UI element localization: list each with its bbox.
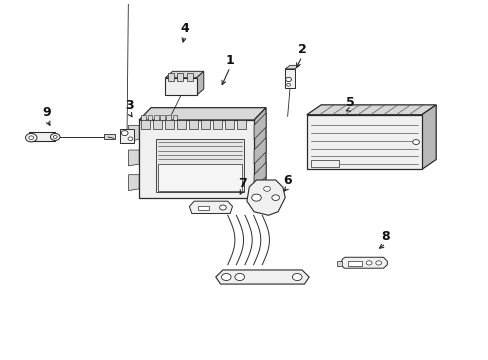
Polygon shape xyxy=(285,66,299,69)
Polygon shape xyxy=(139,108,265,120)
Text: 8: 8 xyxy=(381,230,389,243)
Bar xyxy=(120,129,134,143)
Bar xyxy=(336,261,342,266)
Bar xyxy=(213,120,222,129)
Bar xyxy=(139,120,254,198)
Bar xyxy=(160,115,164,120)
Polygon shape xyxy=(128,175,139,190)
Polygon shape xyxy=(128,125,139,141)
Polygon shape xyxy=(306,105,435,115)
Circle shape xyxy=(412,140,419,145)
Bar xyxy=(177,73,183,81)
Text: 7: 7 xyxy=(237,177,246,190)
Bar xyxy=(172,115,177,120)
Text: 4: 4 xyxy=(180,22,188,35)
Circle shape xyxy=(271,195,279,201)
Bar xyxy=(177,120,185,129)
Text: 3: 3 xyxy=(125,99,134,112)
Text: 5: 5 xyxy=(345,96,354,109)
Polygon shape xyxy=(340,257,386,268)
Bar xyxy=(29,132,55,141)
Bar xyxy=(225,120,233,129)
Bar xyxy=(189,120,198,129)
Polygon shape xyxy=(254,113,265,139)
Polygon shape xyxy=(254,138,265,164)
Bar xyxy=(237,120,245,129)
Bar xyxy=(347,261,361,266)
Bar xyxy=(165,78,196,95)
Text: 9: 9 xyxy=(42,107,51,120)
Text: 6: 6 xyxy=(283,174,291,186)
Polygon shape xyxy=(189,201,232,213)
Bar xyxy=(166,115,171,120)
Bar xyxy=(156,139,244,192)
Bar xyxy=(201,120,209,129)
Circle shape xyxy=(251,194,261,201)
Circle shape xyxy=(121,131,128,136)
Bar xyxy=(165,120,174,129)
Circle shape xyxy=(286,83,290,86)
Bar xyxy=(158,164,242,190)
Polygon shape xyxy=(215,270,308,284)
Bar xyxy=(310,160,339,167)
Polygon shape xyxy=(165,71,203,78)
Circle shape xyxy=(366,261,371,265)
Bar xyxy=(167,73,173,81)
Bar xyxy=(147,115,152,120)
Bar xyxy=(141,120,150,129)
Circle shape xyxy=(29,136,34,139)
Bar xyxy=(104,134,114,139)
Bar xyxy=(198,207,208,210)
Polygon shape xyxy=(196,71,203,95)
Circle shape xyxy=(263,186,270,191)
Polygon shape xyxy=(421,105,435,170)
Circle shape xyxy=(25,134,37,142)
Text: 1: 1 xyxy=(225,54,234,67)
Circle shape xyxy=(221,274,231,280)
Circle shape xyxy=(219,205,226,210)
Circle shape xyxy=(375,261,381,265)
Polygon shape xyxy=(246,180,285,215)
Circle shape xyxy=(50,134,60,140)
Circle shape xyxy=(234,274,244,280)
Bar xyxy=(153,120,162,129)
Circle shape xyxy=(292,274,302,280)
Bar xyxy=(285,69,294,88)
Bar xyxy=(306,115,421,170)
Bar xyxy=(141,115,146,120)
Bar xyxy=(186,73,192,81)
Bar xyxy=(154,115,159,120)
Text: 2: 2 xyxy=(297,43,306,56)
Polygon shape xyxy=(254,108,265,198)
Circle shape xyxy=(53,136,57,138)
Circle shape xyxy=(128,137,133,140)
Circle shape xyxy=(285,77,291,82)
Polygon shape xyxy=(128,150,139,166)
Polygon shape xyxy=(254,162,265,189)
